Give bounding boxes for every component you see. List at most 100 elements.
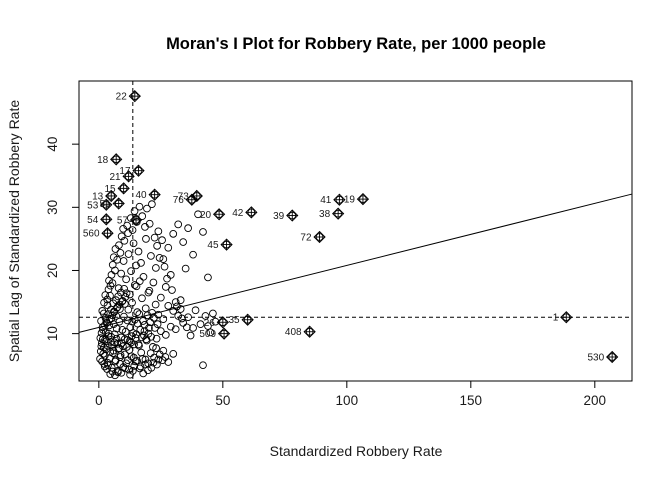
x-tick-label: 200 <box>584 393 607 408</box>
data-point <box>211 317 220 326</box>
data-point <box>138 212 147 221</box>
y-tick-label: 40 <box>45 137 60 152</box>
data-point <box>204 273 212 282</box>
influential-point <box>112 197 125 210</box>
data-point <box>139 369 148 378</box>
data-point <box>176 296 185 305</box>
data-point <box>138 294 146 303</box>
influential-point <box>606 350 619 364</box>
y-tick-label: 20 <box>45 263 60 278</box>
data-point <box>120 335 129 344</box>
data-point <box>123 221 131 230</box>
data-point <box>124 365 133 374</box>
data-point <box>153 360 161 369</box>
data-point <box>117 232 126 241</box>
data-point <box>137 259 145 267</box>
data-point <box>153 241 161 250</box>
data-point <box>152 264 160 272</box>
data-point <box>169 349 178 358</box>
data-point <box>178 314 186 323</box>
y-axis: 10 20 30 40 <box>45 137 80 341</box>
influential-point-label: 35 <box>229 315 241 326</box>
chart-title: Moran's I Plot for Robbery Rate, per 100… <box>166 35 546 53</box>
data-point <box>128 367 137 375</box>
data-point <box>189 324 197 332</box>
data-point <box>107 363 116 372</box>
data-point <box>97 317 105 325</box>
data-point <box>128 317 137 326</box>
data-point <box>117 368 126 377</box>
data-point <box>130 207 139 215</box>
data-point <box>141 223 149 231</box>
data-point <box>135 277 144 286</box>
data-point <box>121 293 130 301</box>
data-point <box>108 260 117 269</box>
data-point <box>147 252 155 260</box>
influential-point <box>332 207 345 220</box>
influential-point <box>105 189 118 203</box>
influential-point-label: 17 <box>119 166 131 177</box>
data-point <box>136 362 145 371</box>
data-point <box>181 264 190 273</box>
data-point <box>99 349 108 358</box>
influential-point-label: 53 <box>87 200 99 211</box>
data-point <box>130 340 138 349</box>
influential-point-label: 19 <box>344 195 356 206</box>
data-point <box>161 283 170 291</box>
data-point <box>128 226 137 234</box>
data-point <box>173 302 181 311</box>
influential-point-label: 408 <box>285 327 302 338</box>
influential-point <box>217 327 231 340</box>
data-point <box>146 349 155 358</box>
data-point <box>133 308 142 317</box>
influential-point <box>117 182 130 195</box>
data-point <box>116 248 125 257</box>
data-point <box>136 325 145 334</box>
influential-point-label: 509 <box>199 329 216 340</box>
data-point <box>196 320 205 329</box>
data-point <box>150 233 159 242</box>
data-point <box>201 312 210 320</box>
x-axis-label: Standardized Robbery Rate <box>270 443 443 459</box>
data-point <box>135 341 143 350</box>
data-point <box>183 323 191 332</box>
influential-point-label: 40 <box>136 190 148 201</box>
influential-point <box>333 193 346 206</box>
y-axis-label: Spatial Lag of Standardized Robbery Rate <box>6 100 22 362</box>
data-point <box>142 335 151 344</box>
influential-point-label: 22 <box>116 92 128 103</box>
data-point <box>103 295 112 304</box>
influential-point <box>241 313 254 326</box>
influential-point-label: 13 <box>92 191 104 202</box>
data-point <box>99 325 107 334</box>
data-point <box>101 291 110 299</box>
data-point <box>135 202 144 211</box>
influential-point-label: 560 <box>83 229 100 240</box>
data-point <box>124 305 133 314</box>
influential-point <box>220 238 233 251</box>
influential-point-label: 15 <box>105 184 117 195</box>
x-axis: 0 50 100 150 200 <box>95 380 607 408</box>
data-point <box>147 332 156 341</box>
data-point <box>153 320 162 329</box>
data-point <box>112 334 121 343</box>
data-point <box>110 308 119 317</box>
x-tick-label: 150 <box>460 393 483 408</box>
influential-point <box>185 193 198 206</box>
influential-point-label: 1 <box>553 313 559 324</box>
data-point <box>113 255 122 264</box>
influential-point <box>303 325 316 338</box>
data-point <box>166 271 175 279</box>
y-tick-label: 10 <box>45 326 60 341</box>
data-point <box>179 319 188 327</box>
data-point <box>102 345 110 354</box>
data-point <box>156 327 165 335</box>
y-tick-label: 30 <box>45 200 60 215</box>
data-point <box>171 298 180 306</box>
data-point <box>132 261 140 270</box>
data-point <box>154 227 163 236</box>
influential-point-label: 76 <box>173 195 185 206</box>
data-point <box>152 344 160 353</box>
data-point <box>123 316 132 325</box>
